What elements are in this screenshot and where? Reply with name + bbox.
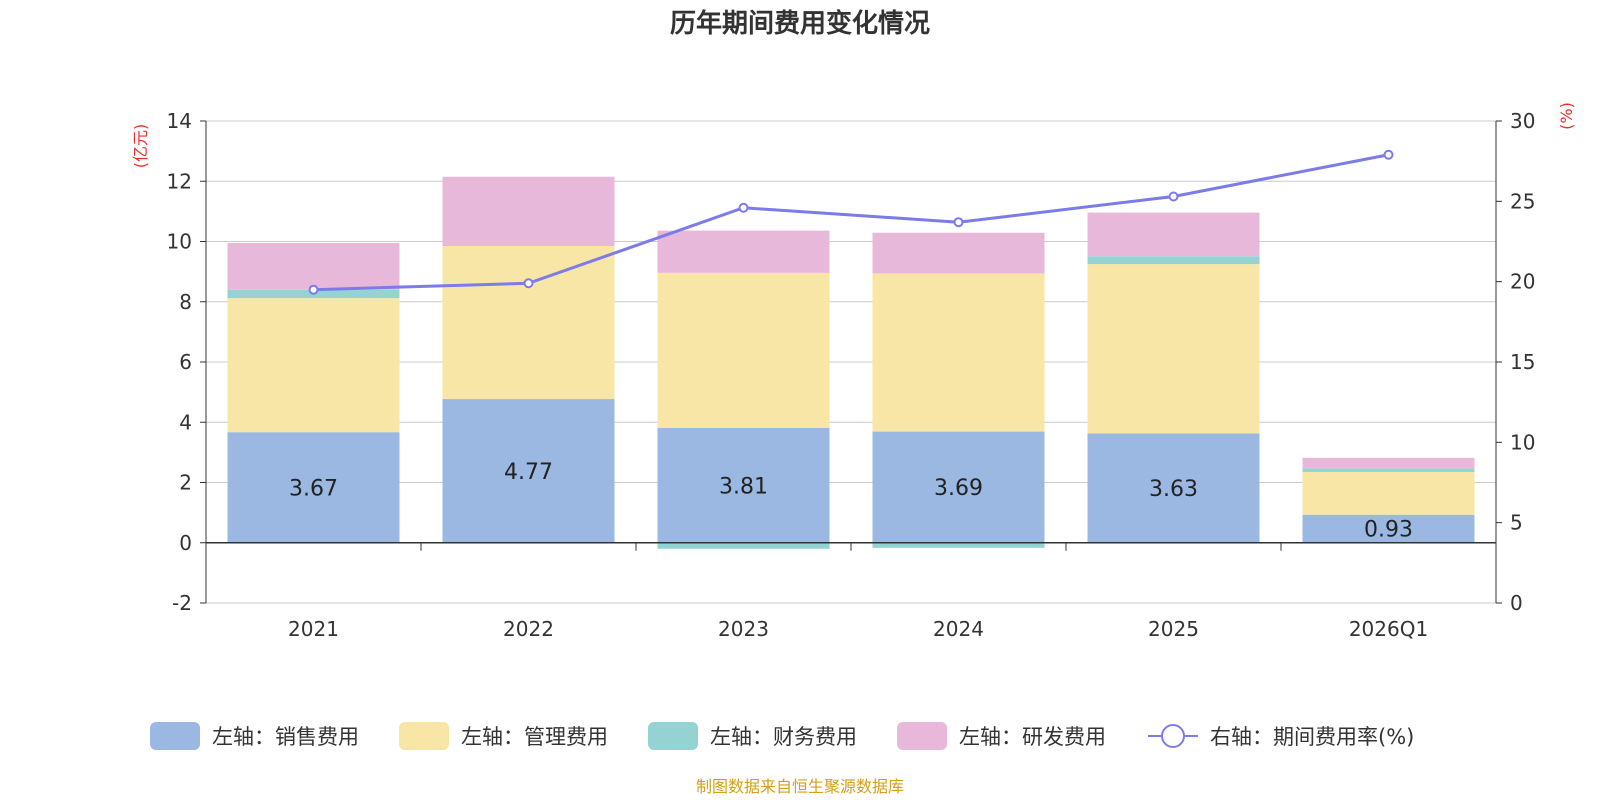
bar-segment	[1087, 212, 1260, 257]
bar-segment	[442, 176, 615, 247]
left-tick-label: 14	[167, 109, 192, 133]
chart-title: 历年期间费用变化情况	[670, 8, 930, 39]
data-label: 3.67	[289, 476, 338, 501]
data-label: 3.81	[719, 474, 768, 499]
bar-segment	[227, 298, 400, 433]
legend-swatch	[399, 722, 449, 750]
bar-segment	[657, 427, 830, 543]
right-tick-label: 20	[1510, 270, 1535, 294]
left-tick-label: 12	[167, 169, 192, 193]
rate-point	[523, 278, 534, 289]
bar-segment	[1087, 264, 1260, 434]
rate-line-path	[313, 153, 1389, 292]
left-tick-label: 4	[179, 410, 192, 434]
right-tick-label: 10	[1510, 430, 1535, 454]
source-note: 制图数据来自恒生聚源数据库	[696, 777, 904, 796]
category-label: 2025	[1148, 617, 1199, 641]
bar-segment	[1302, 468, 1475, 472]
bar-segment	[1087, 433, 1260, 543]
bars	[227, 176, 1475, 549]
bar-segment	[657, 272, 830, 428]
bar-segment	[227, 432, 400, 543]
bar-segment	[1087, 256, 1260, 265]
category-label: 2024	[933, 617, 984, 641]
category-label: 2023	[718, 617, 769, 641]
left-tick-label: 10	[167, 230, 192, 254]
right-axis-unit: (%)	[1557, 102, 1576, 130]
left-tick-label: 6	[179, 350, 192, 374]
legend-swatch	[648, 722, 698, 750]
legend-marker	[1161, 724, 1185, 748]
legend-label: 左轴：研发费用	[959, 725, 1106, 749]
bar-segment	[872, 542, 1045, 548]
legend-item: 右轴：期间费用率(%)	[1148, 724, 1414, 749]
bar-segment	[657, 230, 830, 273]
rate-point	[1168, 191, 1179, 202]
left-tick-label: -2	[172, 591, 192, 615]
rate-point	[738, 202, 749, 213]
right-tick-label: 0	[1510, 591, 1523, 615]
right-tick-label: 30	[1510, 109, 1535, 133]
rate-point	[308, 284, 319, 295]
bar-segment	[872, 273, 1045, 432]
bar-segment	[1302, 471, 1475, 515]
grid-lines	[206, 120, 1496, 604]
legend-item: 左轴：管理费用	[399, 722, 608, 750]
data-label: 0.93	[1364, 518, 1413, 543]
category-label: 2021	[288, 617, 339, 641]
data-label: 3.63	[1149, 477, 1198, 502]
category-label: 2022	[503, 617, 554, 641]
bar-segment	[1302, 514, 1475, 543]
left-tick-label: 8	[179, 290, 192, 314]
left-tick-label: 0	[179, 531, 192, 555]
bar-segment	[442, 246, 615, 400]
left-axis-unit: (亿元)	[131, 124, 150, 169]
legend-item: 左轴：财务费用	[648, 722, 857, 750]
legend-label: 左轴：管理费用	[461, 725, 608, 749]
legend-swatch	[150, 722, 200, 750]
legend-item: 左轴：销售费用	[150, 722, 359, 750]
rate-point	[953, 217, 964, 228]
data-labels: 3.67 4.77 3.81 3.69 3.63 0.93	[289, 460, 1413, 543]
data-label: 4.77	[504, 460, 553, 485]
rate-line	[308, 149, 1394, 295]
bar-segment	[872, 431, 1045, 543]
legend-swatch	[897, 722, 947, 750]
category-label: 2026Q1	[1349, 617, 1428, 641]
right-tick-label: 5	[1510, 511, 1523, 535]
bar-segment	[1302, 457, 1475, 469]
left-tick-label: 2	[179, 471, 192, 495]
bar-segment	[442, 399, 615, 543]
bar-segment	[872, 232, 1045, 274]
data-label: 3.69	[934, 476, 983, 501]
right-tick-label: 15	[1510, 350, 1535, 374]
right-tick-label: 25	[1510, 189, 1535, 213]
legend-label: 左轴：财务费用	[710, 725, 857, 749]
bar-segment	[657, 542, 830, 549]
legend-label: 右轴：期间费用率(%)	[1210, 725, 1414, 749]
legend-label: 左轴：销售费用	[212, 725, 359, 749]
legend: 左轴：销售费用 左轴：管理费用 左轴：财务费用 左轴：研发费用 右轴：期间费用率(%)	[150, 722, 1414, 750]
bar-segment	[227, 243, 400, 290]
legend-item: 左轴：研发费用	[897, 722, 1106, 750]
rate-point	[1383, 149, 1394, 160]
